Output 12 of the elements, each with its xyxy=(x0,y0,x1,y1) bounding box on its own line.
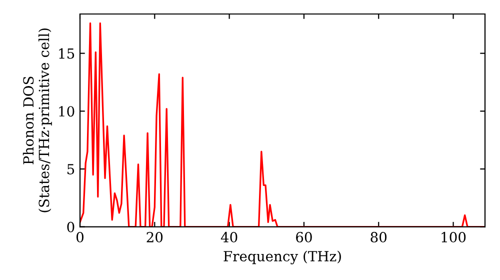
x-tick-label: 0 xyxy=(76,232,84,242)
x-axis-title: Frequency (THz) xyxy=(224,250,341,264)
x-tick-label: 80 xyxy=(370,232,387,242)
y-tick-label: 10 xyxy=(59,106,74,117)
y-tick-label: 5 xyxy=(67,164,74,174)
y-tick-label: 15 xyxy=(59,48,74,59)
y-tick-label: 0 xyxy=(67,222,74,232)
x-tick-label: 40 xyxy=(220,232,238,242)
x-tick-label: 60 xyxy=(296,232,312,242)
y-axis-title: Phonon DOS (States/THz·primitive cell) xyxy=(22,28,52,212)
x-tick-label: 20 xyxy=(146,232,163,242)
x-tick-label: 100 xyxy=(442,232,466,242)
